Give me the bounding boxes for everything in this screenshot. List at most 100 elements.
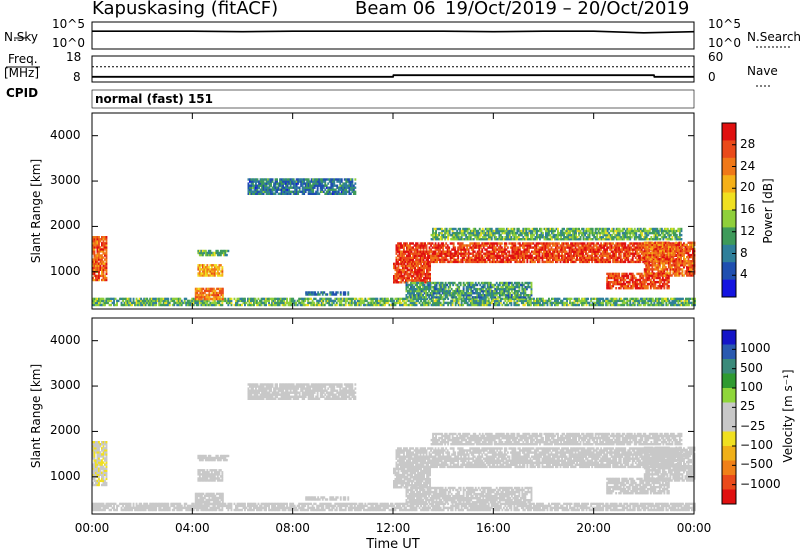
echo-cell-1 <box>650 301 653 305</box>
echo-cell-7 <box>416 246 419 249</box>
echo-cell-5 <box>274 188 277 191</box>
echo-cell-1 <box>432 303 434 307</box>
echo-cell-1 <box>274 299 276 303</box>
echo-cell-9 <box>465 238 468 241</box>
echo-cell-7 <box>436 252 438 255</box>
echo-cell-3 <box>204 268 207 271</box>
echo-cell-1 <box>248 301 251 305</box>
echo-cell-2 <box>199 293 202 297</box>
echo-cell-7 <box>633 242 636 245</box>
echo-cell-1 <box>235 301 237 305</box>
echo-cell-5 <box>273 188 275 191</box>
echo-cell-7 <box>600 246 603 249</box>
echo-cell-5 <box>277 182 280 185</box>
echo-cell-4 <box>222 253 225 257</box>
echo-cell-9 <box>596 227 599 231</box>
echo-cell-4 <box>200 251 203 255</box>
echo-cell-6 <box>347 291 350 294</box>
echo-cell-1 <box>507 303 510 307</box>
echo-cell-9 <box>495 238 498 241</box>
echo-cell-8 <box>397 281 400 284</box>
echo-cell-1 <box>441 303 444 307</box>
echo-cell-7 <box>473 244 476 247</box>
echo-cell-7 <box>527 254 530 257</box>
echo-cell-9 <box>459 231 462 235</box>
echo-cell-7 <box>520 260 523 264</box>
echo-cell-0 <box>105 244 108 247</box>
echo-cell-7 <box>538 250 541 253</box>
echo-cell-9 <box>627 238 630 241</box>
echo-cell-1 <box>158 297 161 301</box>
echo-cell-7 <box>421 250 423 253</box>
echo-cell-1 <box>525 297 528 301</box>
echo-cell-8 <box>406 268 409 272</box>
echo-cell-5 <box>303 180 306 183</box>
echo-cell-9 <box>611 236 614 239</box>
echo-cell-10 <box>621 274 624 278</box>
echo-cell-3 <box>206 270 209 273</box>
echo-cell-8 <box>405 279 407 282</box>
echo-cell-1 <box>591 297 594 301</box>
echo-cell-1 <box>627 299 630 303</box>
echo-cell-9 <box>573 231 576 235</box>
echo-cell-7 <box>521 260 524 264</box>
echo-cell-10 <box>621 276 624 280</box>
echo-cell-1 <box>353 303 356 307</box>
echo-cell-9 <box>599 233 602 237</box>
echo-cell-1 <box>501 303 504 307</box>
echo-cell-7 <box>619 252 622 255</box>
echo-cell-7 <box>598 260 601 264</box>
echo-cell-0 <box>105 236 108 239</box>
echo-cell-1 <box>233 303 236 307</box>
echo-cell-7 <box>482 244 485 247</box>
echo-cell-7 <box>562 260 565 264</box>
echo-cell-1 <box>260 297 263 301</box>
echo-cell-7 <box>582 250 584 253</box>
echo-cell-7 <box>553 248 556 251</box>
echo-cell-1 <box>239 299 242 303</box>
echo-cell-9 <box>671 238 674 241</box>
echo-cell-9 <box>502 229 505 233</box>
echo-cell-1 <box>302 297 305 301</box>
echo-cell-7 <box>452 260 455 264</box>
echo-cell-1 <box>493 299 496 303</box>
echo-cell-1 <box>480 301 483 305</box>
echo-cell-7 <box>481 244 484 247</box>
echo-cell-5 <box>249 188 251 191</box>
echo-cell-9 <box>481 236 484 239</box>
echo-cell-1 <box>573 301 576 305</box>
echo-cell-7 <box>473 258 476 261</box>
echo-cell-9 <box>453 233 456 237</box>
echo-cell-7 <box>505 248 508 251</box>
echo-cell-1 <box>302 299 305 303</box>
echo-cell-8 <box>423 262 425 266</box>
echo-cell-7 <box>552 252 554 255</box>
echo-cell-8 <box>405 264 407 268</box>
echo-cell-7 <box>505 258 508 261</box>
echo-cell-1 <box>644 303 647 307</box>
echo-cell-1 <box>514 297 517 301</box>
echo-cell-9 <box>564 229 567 233</box>
echo-cell-8 <box>427 277 430 280</box>
echo-cell-5 <box>285 190 287 193</box>
echo-cell-5 <box>334 190 337 193</box>
echo-cell-7 <box>478 252 481 255</box>
echo-cell-7 <box>437 254 440 257</box>
echo-cell-7 <box>449 252 452 255</box>
echo-cell-8 <box>426 277 428 280</box>
echo-cell-1 <box>164 299 167 303</box>
echo-cell-7 <box>458 252 461 255</box>
echo-cell-7 <box>418 250 420 253</box>
echo-cell-1 <box>259 301 261 305</box>
echo-cell-9 <box>480 238 483 241</box>
echo-cell-9 <box>504 229 507 233</box>
echo-cell-1 <box>397 301 400 305</box>
echo-cell-7 <box>579 252 581 255</box>
echo-cell-1 <box>417 297 419 301</box>
echo-cell-8 <box>429 264 431 268</box>
echo-cell-5 <box>315 190 318 193</box>
echo-cell-7 <box>547 252 550 255</box>
echo-cell-7 <box>403 254 405 257</box>
echo-cell-5 <box>250 188 253 191</box>
echo-cell-7 <box>631 244 634 247</box>
